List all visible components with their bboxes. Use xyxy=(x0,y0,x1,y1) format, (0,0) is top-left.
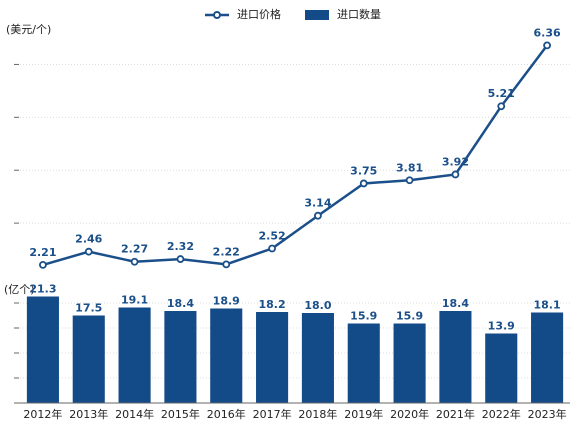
point xyxy=(497,102,506,111)
value-label: 17.5 xyxy=(75,302,102,315)
value-label: 2.32 xyxy=(167,240,194,253)
value-label: 19.1 xyxy=(121,294,148,307)
value-label: 18.0 xyxy=(304,299,331,312)
x-tick-label: 2022年 xyxy=(482,407,521,421)
value-label: 18.9 xyxy=(213,295,240,308)
point xyxy=(314,211,322,220)
value-label: 18.4 xyxy=(442,297,469,310)
value-label: 2.27 xyxy=(121,243,148,256)
x-tick-label: 2014年 xyxy=(115,407,154,421)
point xyxy=(39,260,47,269)
x-tick-label: 2023年 xyxy=(528,407,567,421)
x-tick-label: 2013年 xyxy=(69,407,108,421)
bar xyxy=(439,311,472,403)
bar xyxy=(256,312,289,403)
value-label: 18.2 xyxy=(259,298,286,311)
x-tick-label: 2016年 xyxy=(207,407,246,421)
point xyxy=(451,170,460,179)
bar xyxy=(393,323,426,403)
point xyxy=(268,244,276,253)
x-tick-label: 2018年 xyxy=(298,407,337,421)
y-axis-label: (亿个) xyxy=(4,283,35,296)
value-label: 13.9 xyxy=(488,320,515,333)
bar xyxy=(164,311,197,403)
price-line xyxy=(42,44,549,267)
x-tick-label: 2012年 xyxy=(23,407,62,421)
value-label: 2.52 xyxy=(259,229,286,242)
legend-marker xyxy=(213,11,221,19)
value-label: 15.9 xyxy=(396,310,423,323)
value-label: 18.4 xyxy=(167,297,194,310)
legend-swatch xyxy=(305,10,329,20)
legend-label: 进口价格 xyxy=(237,7,281,21)
bar xyxy=(26,296,59,403)
bar xyxy=(485,333,518,403)
value-label: 2.22 xyxy=(213,245,240,258)
x-tick-label: 2019年 xyxy=(344,407,383,421)
x-tick-label: 2020年 xyxy=(390,407,429,421)
value-label: 15.9 xyxy=(350,310,377,323)
value-label: 5.21 xyxy=(488,87,515,100)
point xyxy=(84,247,93,256)
value-label: 2.46 xyxy=(75,233,102,246)
value-label: 21.3 xyxy=(29,283,56,296)
bar xyxy=(210,308,243,403)
bar xyxy=(301,313,334,403)
x-tick-label: 2021年 xyxy=(436,407,475,421)
y-axis-label: (美元/个) xyxy=(6,23,51,36)
point xyxy=(222,260,231,269)
value-label: 3.92 xyxy=(442,155,469,168)
point xyxy=(359,179,368,188)
point xyxy=(176,255,185,263)
value-label: 3.75 xyxy=(350,164,377,177)
value-label: 18.1 xyxy=(534,299,561,312)
bar xyxy=(531,312,564,403)
bar xyxy=(347,323,380,403)
legend-label: 进口数量 xyxy=(337,8,381,21)
bar xyxy=(118,307,151,403)
value-label: 6.36 xyxy=(534,26,561,39)
x-tick-label: 2017年 xyxy=(253,407,292,421)
x-tick-label: 2015年 xyxy=(161,407,200,421)
value-label: 3.81 xyxy=(396,161,423,174)
value-label: 2.21 xyxy=(29,246,56,259)
value-label: 3.14 xyxy=(304,197,331,210)
point xyxy=(130,257,139,266)
point xyxy=(543,41,551,50)
point xyxy=(405,176,414,185)
bar xyxy=(72,315,105,403)
